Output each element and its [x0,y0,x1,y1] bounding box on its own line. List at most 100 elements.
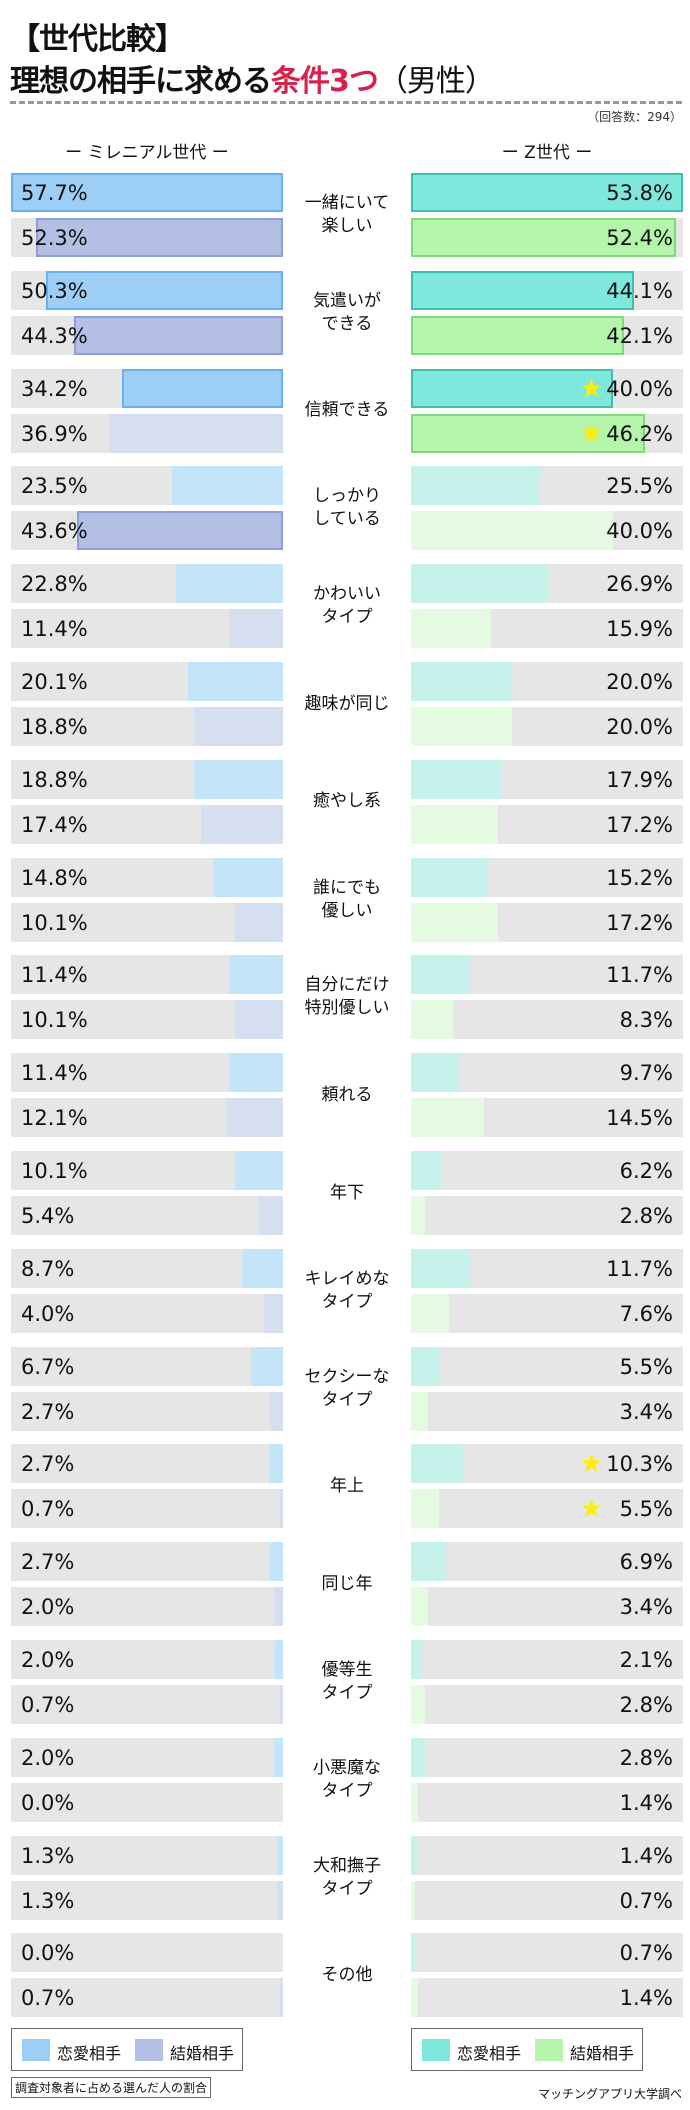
bar-track: 2.8% [411,1685,683,1724]
bar-mil_marry [264,1293,283,1333]
data-label: 17.2% [606,812,673,837]
bar-z_love [411,759,502,799]
bar-track: 0.7% [11,1489,283,1529]
bar-track: 17.9% [411,759,683,799]
title-line1: 【世代比較】 [10,22,185,57]
bar-track: 2.0% [11,1640,283,1679]
data-label: 43.6% [21,519,88,544]
bar-track: 0.7% [11,1685,283,1724]
data-label: 0.7% [619,1941,673,1966]
data-label: 6.7% [21,1354,75,1379]
title-gender: （男性） [377,64,495,99]
bar-mil_marry [276,1880,283,1920]
bar-mil_love [45,270,283,310]
data-label: 3.4% [619,1399,673,1424]
data-label: 1.4% [619,1986,673,2011]
data-label: 20.1% [21,670,88,694]
bar-track: 6.9% [411,1542,683,1582]
title-highlight: 条件3つ [271,64,379,99]
bar-track: 2.7% [11,1542,283,1582]
category-label: 同じ年 [321,1573,373,1594]
data-label: 1.3% [21,1843,75,1868]
data-label: 0.0% [21,1941,75,1966]
bar-mil_love [172,466,283,506]
data-label: 22.8% [21,572,88,597]
bar-track: 36.9% [11,413,283,453]
data-label: 15.2% [606,865,673,890]
data-label: 20.0% [606,715,673,739]
bar-z_marry [411,1391,429,1431]
bar-track: 5.4% [11,1196,283,1235]
data-label: 10.3% [606,1452,673,1477]
data-label: 0.7% [21,1497,75,1522]
category-label: かわいい タイプ [313,584,381,628]
bar-z_love [411,1640,422,1679]
category-label: 一緒にいて 楽しい [304,193,390,236]
bar-track: 11.4% [11,1053,283,1093]
bar-track: 52.3% [11,218,283,257]
bar-z_marry [411,1196,426,1235]
bar-z_marry [411,1489,439,1529]
bar-z_love [411,1248,471,1288]
bar-z_love [411,1444,464,1484]
bar-track: 10.3% ★ [411,1444,683,1484]
bar-z_marry [411,413,645,453]
bar-track: 14.8% [11,857,283,897]
data-label: 17.9% [606,767,673,792]
bar-z_love [411,368,614,408]
bar-track: 23.5% [11,466,283,506]
data-label: 53.8% [606,181,673,205]
data-label: 36.9% [21,421,88,446]
bar-track: 20.0% [411,662,683,701]
legend-genz: 恋愛相手 結婚相手 [411,2028,643,2071]
data-label: 2.7% [21,1550,75,1575]
bar-track: 17.4% [11,804,283,844]
category-label: 頼れる [321,1084,373,1105]
bar-z_marry [411,1000,453,1040]
data-label: 40.0% [606,376,673,401]
data-label: 10.1% [21,1159,88,1183]
category-label: 年下 [330,1182,364,1203]
bar-track: 25.5% [411,466,683,506]
bar-z_marry [411,609,492,649]
bar-track: 0.0% [11,1782,283,1822]
category-label: 気遣いが できる [313,290,381,334]
data-label: 40.0% [606,519,673,544]
data-label: 20.0% [606,670,673,694]
data-label: 50.3% [21,278,88,303]
data-label: 17.4% [21,812,88,837]
data-label: 5.4% [21,1204,75,1228]
data-label: 1.3% [21,1888,75,1913]
bar-mil_love [229,955,283,995]
data-label: 23.5% [21,474,88,499]
bar-track: 1.4% [411,1835,683,1875]
bar-mil_marry [77,511,283,551]
bar-track: 1.3% [11,1880,283,1920]
data-label: 46.2% [606,421,673,446]
bar-z_marry [411,511,614,551]
category-label: セクシーな タイプ [304,1366,390,1410]
bar-track: 26.9% [411,564,683,604]
data-label: 0.7% [21,1986,75,2011]
legend-swatch-marry [135,2039,163,2061]
bar-track: 10.1% [11,902,283,942]
legend-swatch-love [422,2039,450,2061]
bar-z_love [411,564,547,604]
header-genz: ー Z世代 ー [501,143,593,163]
category-label: 誰にでも 優しい [313,877,381,921]
bar-mil_marry [74,315,283,355]
data-label: 11.4% [21,963,88,988]
bar-mil_love [229,1053,283,1093]
data-label: 25.5% [606,474,673,499]
data-label: 1.4% [619,1843,673,1868]
bar-mil_marry [257,1196,283,1235]
bar-track: 9.7% [411,1053,683,1093]
data-label: 11.4% [21,617,88,642]
bar-track: 12.1% [11,1098,283,1138]
bar-z_marry [411,804,498,844]
bar-mil_marry [279,1685,283,1724]
star-icon: ★ [579,1494,603,1525]
bar-mil_love [121,368,283,408]
bar-mil_marry [225,1098,283,1138]
category-label: 癒やし系 [313,791,381,812]
